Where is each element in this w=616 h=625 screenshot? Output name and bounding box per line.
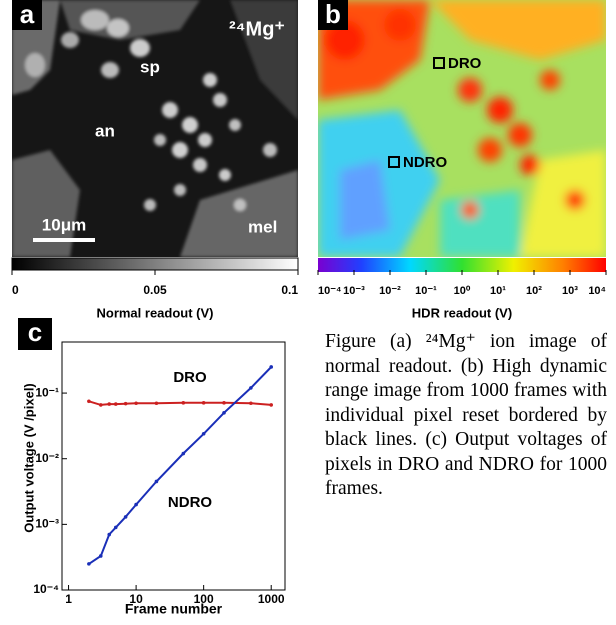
colorbar-tick-label: 10¹: [490, 285, 506, 297]
caption: Figure (a) ²⁴Mg⁺ ion image of normal rea…: [325, 330, 607, 502]
roi-label: NDRO: [403, 154, 447, 171]
colorbar-tick-label: 10⁰: [454, 285, 471, 297]
x-tick-label: 1000: [258, 592, 285, 606]
scale-bar: [33, 238, 95, 242]
ion-label: ²⁴Mg⁺: [229, 18, 285, 40]
point: [99, 403, 103, 407]
point: [87, 562, 91, 566]
point: [99, 554, 103, 558]
y-tick-label: 10⁻¹: [35, 385, 59, 399]
figure: a ²⁴Mg⁺ sp an mel 10μm b DRO NDRO Normal…: [0, 0, 616, 620]
colorbar-tick-label: 10⁻⁴: [318, 285, 341, 297]
point: [155, 401, 159, 405]
point: [202, 432, 206, 436]
colorbar-tick-label: 0.1: [281, 283, 298, 297]
roi-label: DRO: [448, 55, 482, 72]
point: [249, 386, 253, 390]
colorbar-tick-label: 10³: [562, 285, 578, 297]
colorbar-tick-label: 0: [12, 283, 19, 297]
x-tick-label: 1: [65, 592, 72, 606]
point: [182, 401, 186, 405]
panel-label: c: [28, 317, 42, 347]
region-label: an: [95, 121, 115, 140]
series-label: DRO: [173, 369, 207, 386]
point: [114, 526, 118, 530]
point: [124, 402, 128, 406]
x-axis-title: Frame number: [125, 601, 223, 617]
colorbar-tick-label: 0.05: [143, 283, 167, 297]
image-b: [318, 0, 606, 257]
colorbar: [12, 258, 298, 270]
panel-label: a: [20, 0, 35, 29]
colorbar-title: Normal readout (V): [96, 305, 213, 320]
colorbar: [318, 258, 606, 272]
colorbar-tick-label: 10⁻³: [343, 285, 365, 297]
point: [269, 403, 273, 407]
y-tick-label: 10⁻⁴: [33, 582, 59, 596]
region-label: mel: [248, 217, 277, 236]
colorbar-title: HDR readout (V): [412, 305, 512, 320]
colorbar-tick-label: 10⁻¹: [415, 285, 437, 297]
colorbar-tick-label: 10²: [526, 285, 542, 297]
point: [107, 402, 111, 406]
page: a ²⁴Mg⁺ sp an mel 10μm b DRO NDRO Normal…: [0, 0, 616, 620]
y-tick-label: 10⁻³: [35, 517, 59, 531]
y-tick-label: 10⁻²: [35, 451, 59, 465]
y-axis-title: Output voltage (V /pixel): [21, 383, 36, 533]
point: [222, 401, 226, 405]
point: [114, 402, 118, 406]
region-label: sp: [140, 57, 160, 76]
point: [155, 480, 159, 484]
point: [202, 401, 206, 405]
series-line: [89, 367, 271, 564]
point: [249, 401, 253, 405]
colorbar-tick-label: 10⁴: [588, 285, 606, 297]
point: [87, 399, 91, 403]
panel-label: b: [325, 0, 341, 29]
point: [107, 533, 111, 537]
point: [124, 515, 128, 519]
point: [222, 411, 226, 415]
point: [182, 452, 186, 456]
colorbar-tick-label: 10⁻²: [379, 285, 401, 297]
point: [269, 365, 273, 369]
point: [134, 503, 138, 507]
point: [134, 401, 138, 405]
scale-bar-label: 10μm: [42, 215, 86, 234]
series-label: NDRO: [168, 494, 212, 511]
